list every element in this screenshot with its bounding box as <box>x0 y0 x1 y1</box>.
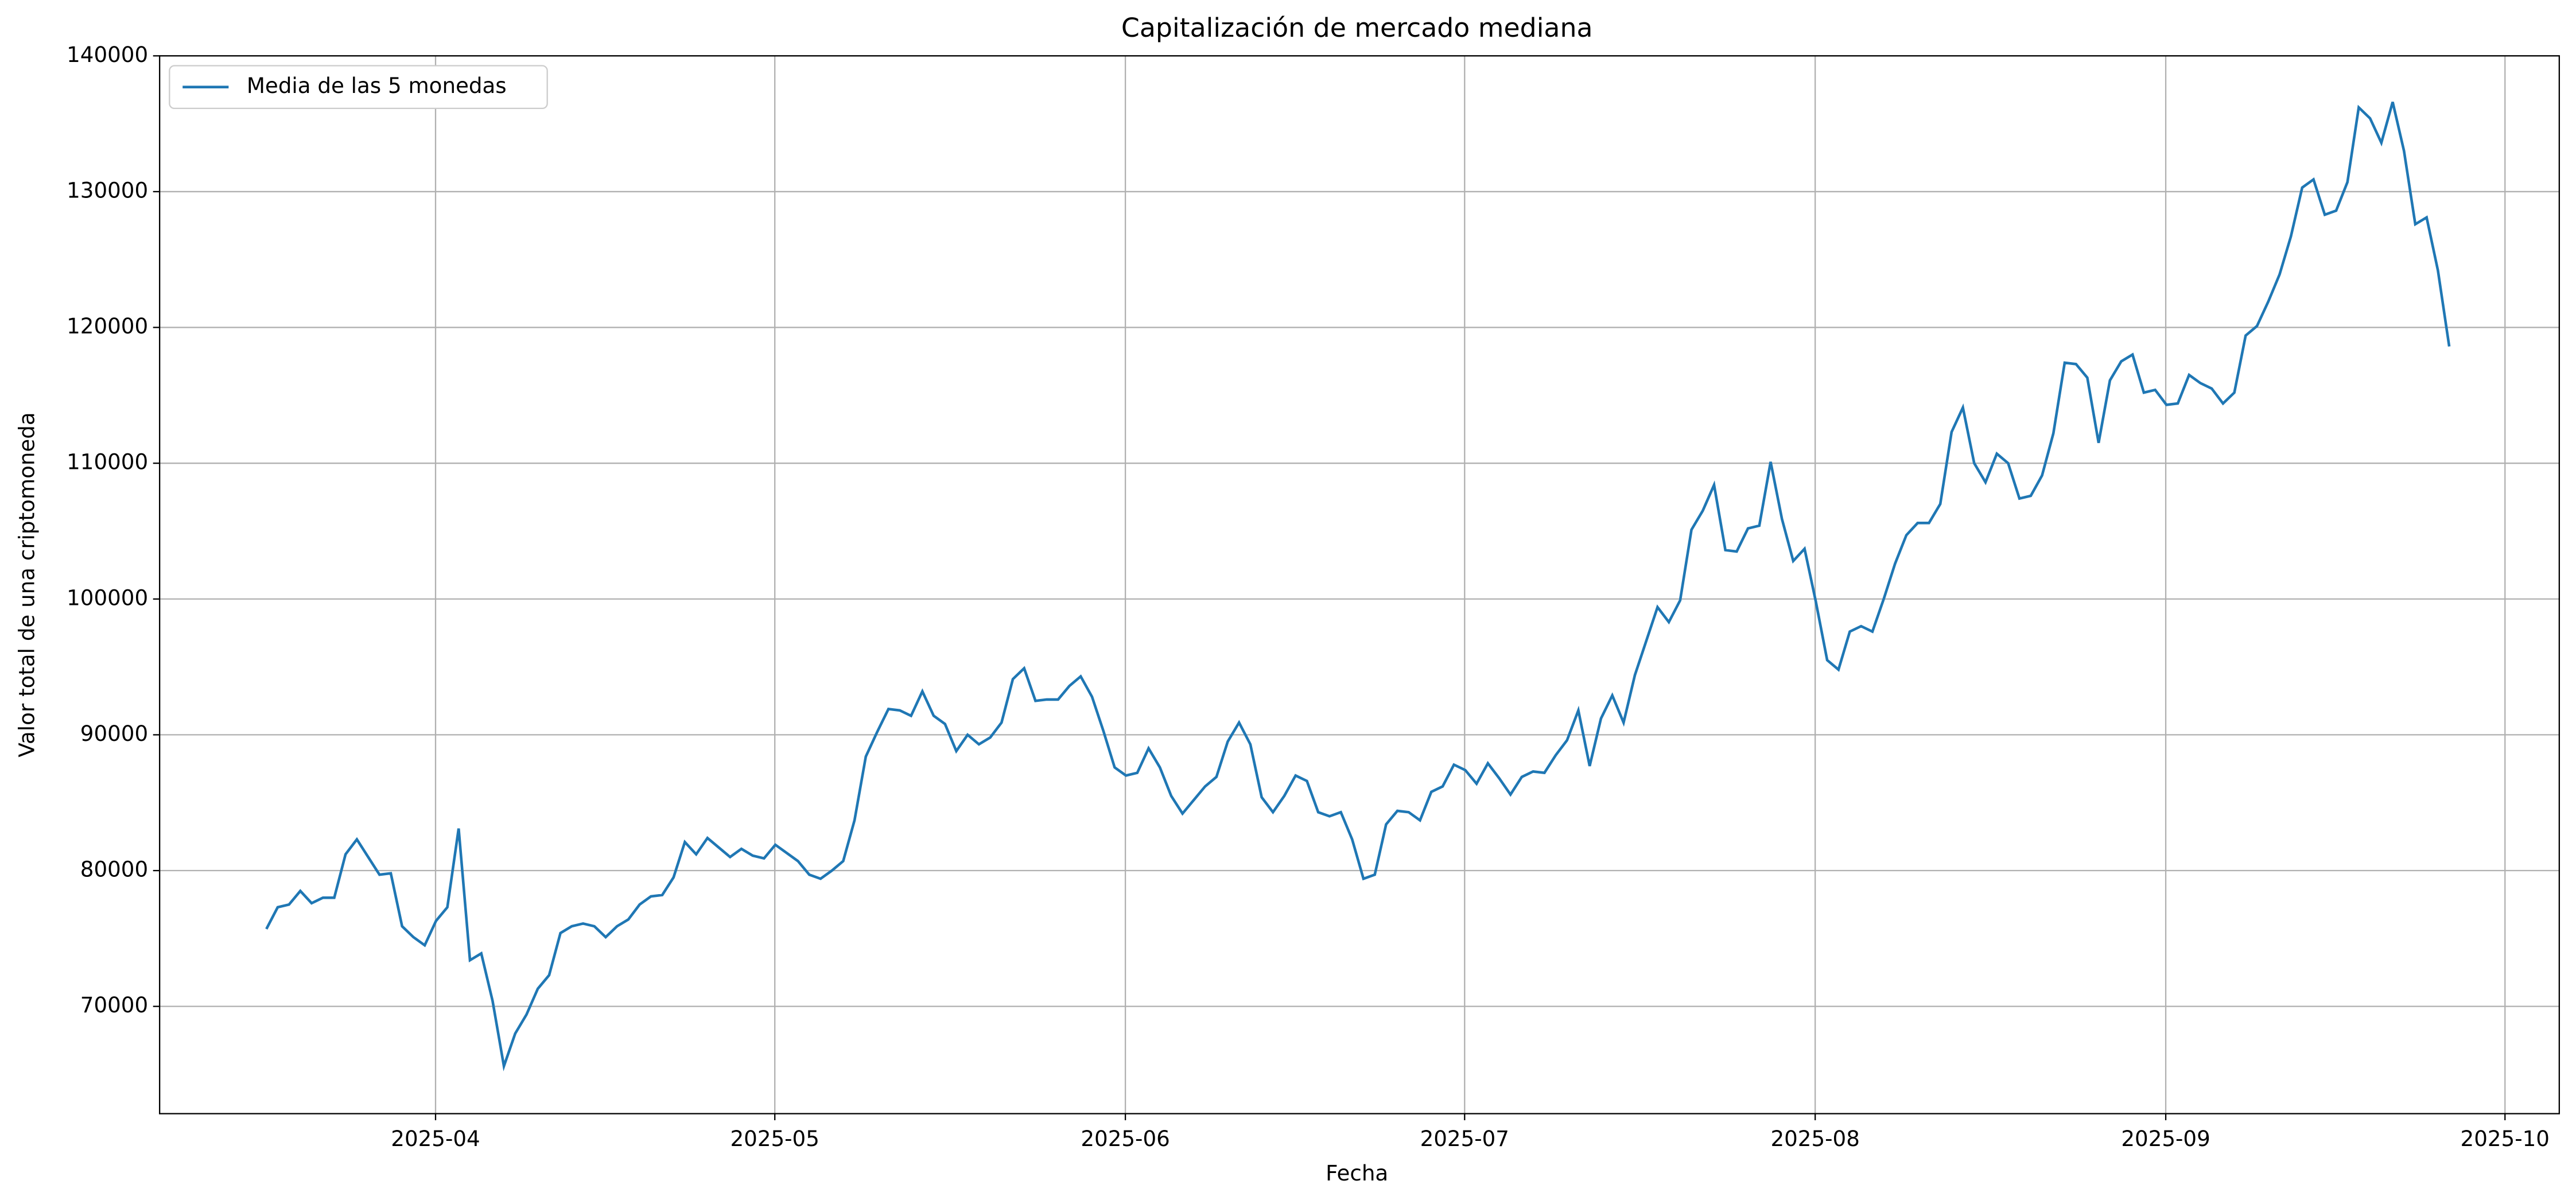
x-tick-label: 2025-09 <box>2121 1126 2210 1151</box>
data-line <box>265 102 2451 1071</box>
x-tick-label: 2025-08 <box>1770 1126 1859 1151</box>
legend-label: Media de las 5 monedas <box>247 73 507 98</box>
chart-title: Capitalización de mercado mediana <box>1121 12 1593 43</box>
x-tick-label: 2025-07 <box>1420 1126 1509 1151</box>
y-tick-label: 120000 <box>67 313 148 339</box>
x-axis-label: Fecha <box>1326 1160 1388 1186</box>
y-axis-label: Valor total de una criptomoneda <box>14 412 40 757</box>
y-tick-label: 100000 <box>67 585 148 610</box>
x-tick-label: 2025-05 <box>731 1126 819 1151</box>
x-tick-label: 2025-06 <box>1081 1126 1170 1151</box>
legend-box <box>169 65 548 110</box>
x-tick-label: 2025-10 <box>2461 1126 2550 1151</box>
y-tick-label: 90000 <box>80 721 148 746</box>
y-tick-label: 140000 <box>67 42 148 67</box>
legend: Media de las 5 monedas <box>169 65 548 110</box>
y-tick-label: 130000 <box>67 177 148 203</box>
y-tick-label: 70000 <box>80 992 148 1017</box>
x-tick-label: 2025-04 <box>391 1126 480 1151</box>
plot-frame <box>159 55 2560 1114</box>
y-tick-label: 110000 <box>67 449 148 475</box>
y-tick-label: 80000 <box>80 857 148 882</box>
